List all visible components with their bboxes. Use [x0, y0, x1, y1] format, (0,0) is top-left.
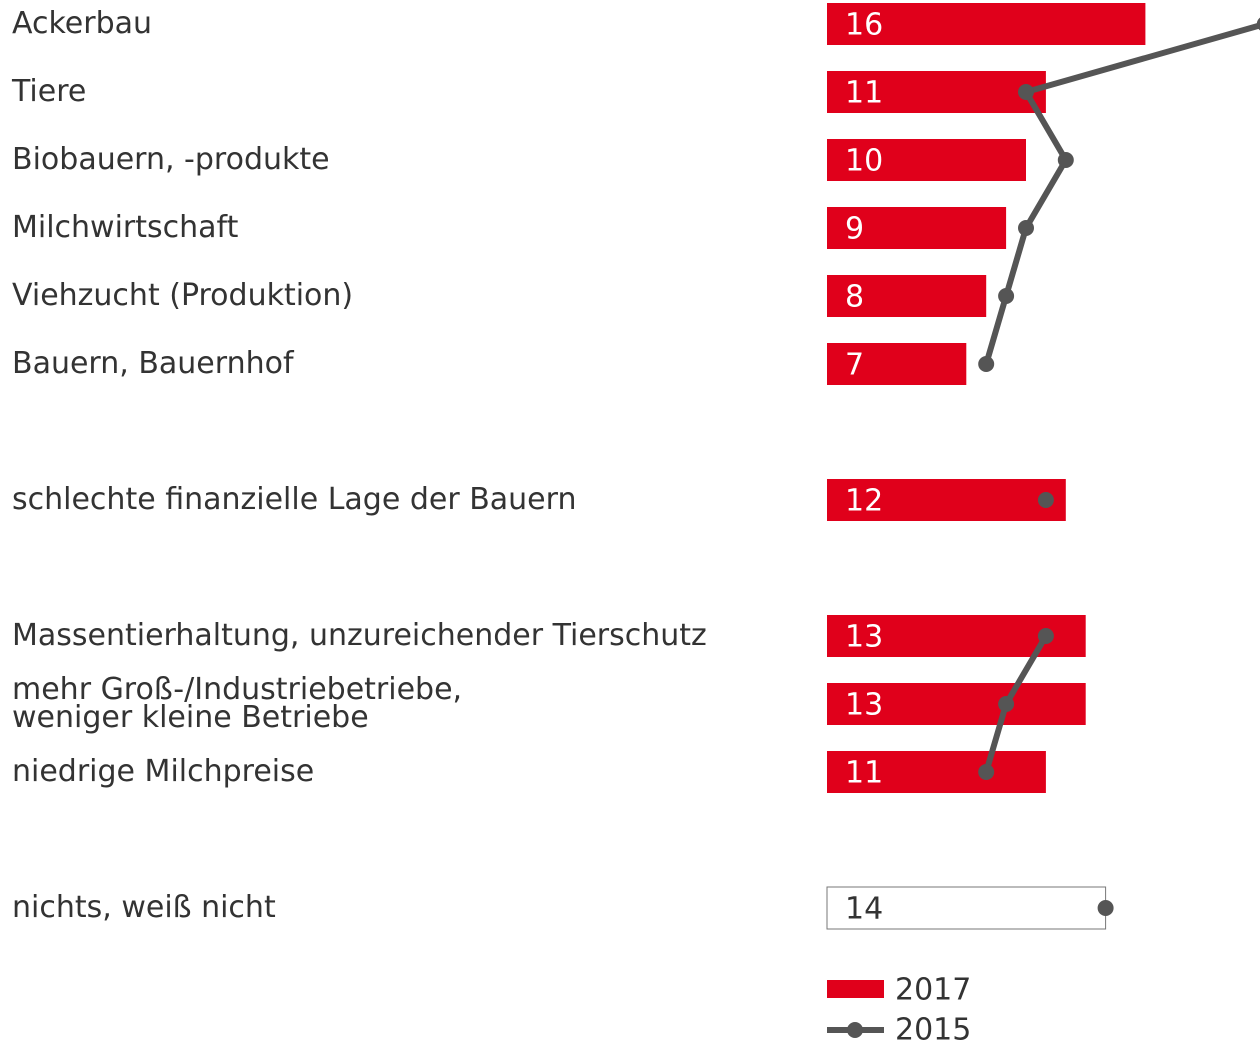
value-label: 14 — [845, 892, 883, 927]
bar — [826, 886, 1107, 930]
bar — [827, 683, 1086, 725]
category-label: niedrige Milchpreise — [12, 754, 315, 789]
category-label: schlechte finanzielle Lage der Bauern — [12, 482, 577, 517]
point-2015 — [1018, 84, 1034, 100]
category-label: nichts, weiß nicht — [12, 890, 276, 925]
value-label: 10 — [845, 144, 883, 179]
category-label: mehr Groß-/Industriebetriebe, weniger kl… — [12, 672, 463, 735]
category-label: Tiere — [12, 74, 87, 109]
legend-dot — [847, 1022, 863, 1038]
bar — [827, 3, 1146, 45]
category-label: Bauern, Bauernhof — [12, 346, 294, 381]
point-2015 — [1037, 492, 1054, 508]
point-2015 — [1097, 900, 1114, 916]
point-2015 — [998, 696, 1015, 712]
point-2015 — [998, 288, 1015, 304]
value-label: 13 — [845, 620, 883, 655]
category-label: Milchwirtschaft — [12, 210, 239, 245]
value-label: 9 — [845, 212, 864, 247]
value-label: 12 — [845, 484, 883, 519]
value-label: 11 — [845, 76, 883, 111]
point-2015 — [1018, 220, 1034, 236]
value-label: 8 — [845, 280, 864, 315]
bar — [827, 207, 1007, 249]
point-2015 — [978, 764, 995, 780]
point-2015 — [1057, 152, 1074, 168]
bar — [827, 71, 1046, 113]
bar — [827, 751, 1046, 793]
bar — [827, 479, 1066, 521]
value-label: 16 — [845, 8, 883, 43]
value-label: 11 — [845, 756, 883, 791]
legend-label: 2017 — [895, 973, 971, 1008]
category-label: Ackerbau — [12, 6, 153, 41]
legend-label: 2015 — [895, 1013, 971, 1042]
value-label: 13 — [845, 688, 883, 723]
line-2015 — [983, 22, 1260, 365]
bar — [827, 275, 987, 317]
point-2015 — [1037, 628, 1054, 644]
point-2015 — [1256, 17, 1260, 31]
bar — [827, 139, 1026, 181]
value-label: 7 — [845, 348, 864, 383]
category-label: Viehzucht (Produktion) — [12, 278, 354, 313]
category-label: Biobauern, -produkte — [12, 142, 330, 177]
bar — [827, 343, 967, 385]
category-label: Massentierhaltung, unzureichender Tiersc… — [12, 618, 707, 653]
point-2015 — [978, 356, 995, 372]
legend-swatch — [827, 980, 884, 998]
